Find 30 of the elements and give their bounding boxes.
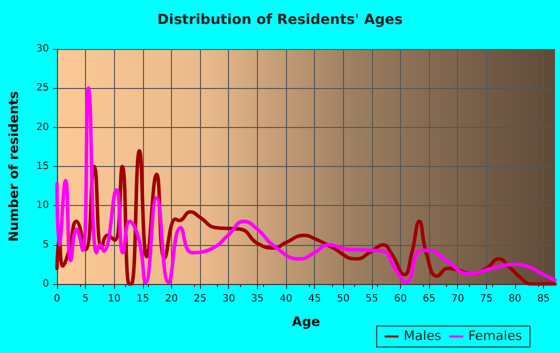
x-tick-label: 80 xyxy=(508,294,522,304)
x-tick-label: 60 xyxy=(394,294,407,304)
x-axis-title: Age xyxy=(292,315,320,330)
x-tick-label: 25 xyxy=(194,294,206,304)
legend-label: Males xyxy=(404,329,442,344)
chart-title: Distribution of Residents' Ages xyxy=(157,12,403,28)
x-tick-label: 5 xyxy=(82,294,89,304)
x-tick-label: 45 xyxy=(308,294,321,304)
y-tick-label: 20 xyxy=(36,122,49,133)
x-tick-label: 0 xyxy=(54,294,60,304)
x-tick-label: 15 xyxy=(136,294,150,304)
y-tick-label: 10 xyxy=(36,200,49,212)
x-tick-label: 55 xyxy=(365,294,378,304)
y-tick-label: 30 xyxy=(36,44,49,54)
x-tick-label: 50 xyxy=(336,294,350,304)
x-tick-label: 85 xyxy=(537,294,550,304)
x-tick-label: 40 xyxy=(280,294,292,304)
x-tick-label: 30 xyxy=(222,294,236,304)
x-tick-label: 65 xyxy=(422,294,436,304)
y-axis-title: Number of residents xyxy=(7,90,22,242)
y-tick-label: 5 xyxy=(42,239,49,250)
x-tick-label: 20 xyxy=(165,294,178,304)
x-tick-label: 35 xyxy=(250,294,264,304)
y-tick-label: 0 xyxy=(42,278,49,290)
y-tick-label: 25 xyxy=(36,82,49,94)
legend-label: Females xyxy=(468,329,522,344)
x-tick-label: 70 xyxy=(451,294,464,304)
y-tick-label: 15 xyxy=(36,161,49,172)
x-tick-label: 10 xyxy=(108,294,121,304)
x-tick-label: 75 xyxy=(480,294,493,304)
